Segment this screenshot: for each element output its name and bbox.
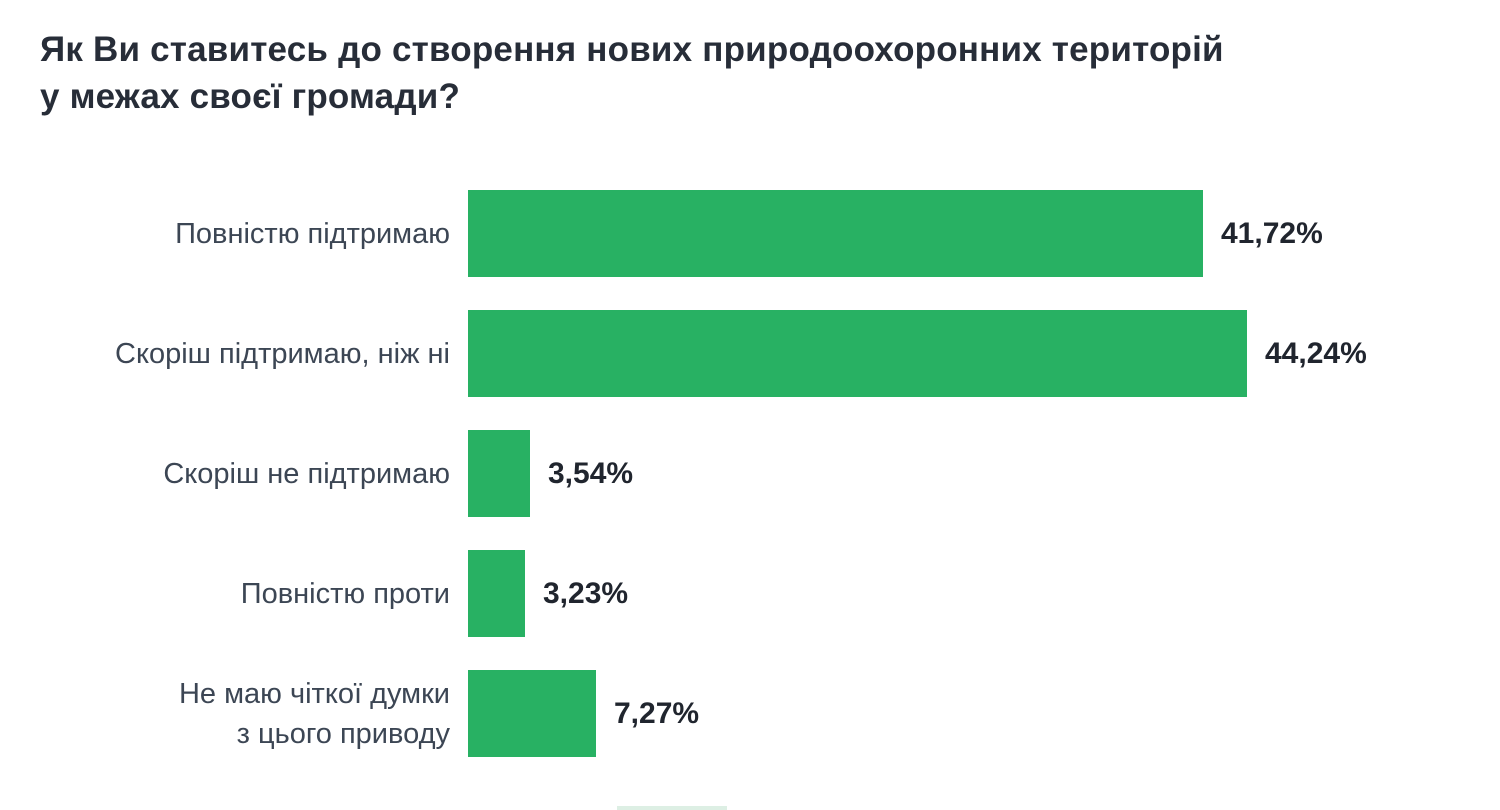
value-label: 41,72% (1221, 216, 1323, 250)
bar (468, 550, 525, 637)
bar (468, 190, 1203, 277)
bar-row: Повністю проти 3,23% (40, 550, 1460, 637)
bar-track (468, 190, 1203, 277)
category-label: Повністю проти (240, 577, 450, 610)
value-label: 44,24% (1265, 336, 1367, 370)
bar-track (468, 310, 1247, 397)
chart-title-line-1: Як Ви ставитесь до створення нових приро… (40, 30, 1224, 69)
bar-track (468, 550, 525, 637)
bar-row: Не маю чіткої думки з цього приводу 7,27… (40, 670, 1460, 757)
bar-chart: Повністю підтримаю 41,72% Скоріш підтрим… (40, 190, 1460, 757)
cutoff-element-sliver (617, 806, 727, 810)
bar-row: Повністю підтримаю 41,72% (40, 190, 1460, 277)
value-label: 3,54% (548, 456, 634, 490)
bar (468, 670, 596, 757)
category-label: Скоріш підтримаю, ніж ні (115, 337, 450, 370)
bar-track (468, 430, 530, 517)
category-label: Скоріш не підтримаю (163, 457, 450, 490)
bar-row: Скоріш не підтримаю 3,54% (40, 430, 1460, 517)
bar (468, 310, 1247, 397)
chart-title-line-2: у межах своєї громади? (40, 77, 461, 116)
bar-row: Скоріш підтримаю, ніж ні 44,24% (40, 310, 1460, 397)
value-label: 7,27% (614, 696, 700, 730)
chart-title: Як Ви ставитесь до створення нових приро… (40, 26, 1380, 120)
bar (468, 430, 530, 517)
category-label: Повністю підтримаю (175, 217, 450, 250)
bar-track (468, 670, 596, 757)
category-label: Не маю чіткої думки з цього приводу (178, 677, 450, 750)
value-label: 3,23% (543, 576, 629, 610)
